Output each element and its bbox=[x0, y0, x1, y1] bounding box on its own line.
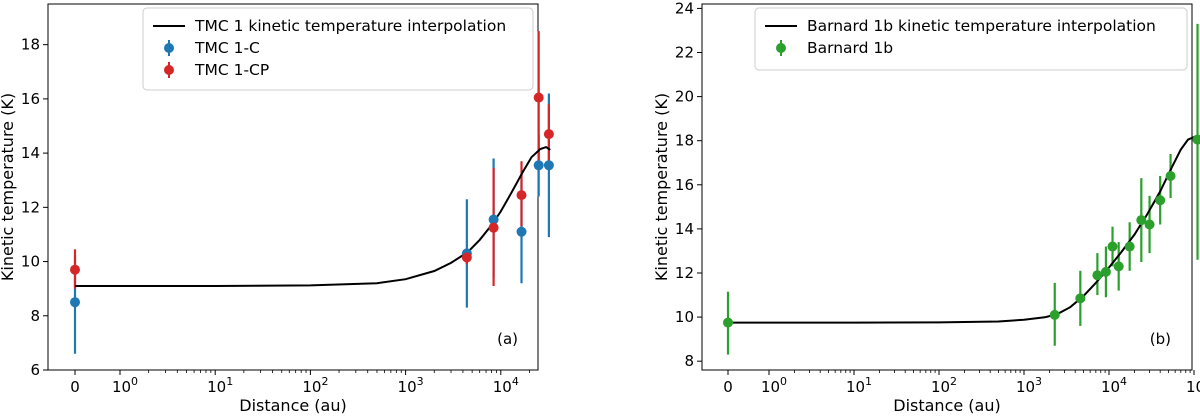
panel-b: 810121416182022240100101102103104105Dist… bbox=[652, 0, 1200, 415]
x-tick-exponent: 0 bbox=[780, 375, 787, 388]
x-tick-label: 100 bbox=[112, 375, 138, 396]
x-tick-base: 0 bbox=[723, 378, 733, 396]
y-tick-label: 24 bbox=[675, 0, 694, 17]
data-point bbox=[1100, 266, 1111, 277]
x-tick-exponent: 0 bbox=[131, 375, 138, 388]
data-point bbox=[1092, 270, 1103, 281]
x-tick-label: 105 bbox=[1186, 375, 1200, 396]
x-tick-label: 102 bbox=[302, 375, 328, 396]
x-tick-exponent: 3 bbox=[417, 375, 424, 388]
data-point bbox=[1192, 134, 1200, 145]
legend-marker bbox=[776, 43, 786, 53]
legend-series-label: Barnard 1b bbox=[807, 39, 893, 57]
data-point bbox=[543, 160, 554, 171]
y-tick-label: 12 bbox=[675, 264, 694, 282]
legend-marker bbox=[164, 65, 174, 75]
legend-series-label: TMC 1-CP bbox=[194, 61, 269, 79]
data-point bbox=[488, 222, 499, 233]
data-point bbox=[461, 252, 472, 263]
legend-curve-label: TMC 1 kinetic temperature interpolation bbox=[194, 17, 506, 35]
x-tick-exponent: 2 bbox=[950, 375, 957, 388]
x-tick-label: 101 bbox=[207, 375, 233, 396]
x-tick-base: 10 bbox=[1101, 378, 1120, 396]
x-tick-base: 10 bbox=[1016, 378, 1035, 396]
x-tick-exponent: 2 bbox=[321, 375, 328, 388]
y-tick-label: 16 bbox=[675, 176, 694, 194]
x-tick-base: 10 bbox=[931, 378, 950, 396]
x-tick-exponent: 3 bbox=[1035, 375, 1042, 388]
x-tick-exponent: 1 bbox=[865, 375, 872, 388]
data-point bbox=[543, 129, 554, 140]
x-tick-base: 10 bbox=[1186, 378, 1200, 396]
interpolation-curve bbox=[728, 135, 1197, 324]
y-axis-label: Kinetic temperature (K) bbox=[652, 93, 671, 281]
legend-marker bbox=[164, 43, 174, 53]
x-tick-base: 10 bbox=[846, 378, 865, 396]
panel-label: (a) bbox=[497, 330, 518, 348]
y-tick-label: 22 bbox=[675, 44, 694, 62]
x-tick-label: 103 bbox=[398, 375, 424, 396]
x-axis-label: Distance (au) bbox=[893, 396, 1000, 415]
x-tick-label: 0 bbox=[723, 378, 733, 396]
x-tick-label: 101 bbox=[846, 375, 872, 396]
x-tick-base: 10 bbox=[112, 378, 131, 396]
data-point bbox=[488, 214, 499, 225]
y-tick-label: 20 bbox=[675, 88, 694, 106]
x-tick-base: 10 bbox=[493, 378, 512, 396]
data-point bbox=[70, 264, 80, 275]
x-tick-base: 10 bbox=[207, 378, 226, 396]
panel-label: (b) bbox=[1150, 330, 1171, 348]
y-tick-label: 16 bbox=[21, 90, 40, 108]
data-point bbox=[1144, 219, 1155, 230]
y-tick-label: 10 bbox=[675, 308, 694, 326]
x-tick-exponent: 4 bbox=[512, 375, 519, 388]
data-point bbox=[1165, 170, 1176, 181]
y-tick-label: 12 bbox=[21, 198, 40, 216]
x-tick-label: 103 bbox=[1016, 375, 1042, 396]
x-tick-exponent: 1 bbox=[226, 375, 233, 388]
x-tick-base: 10 bbox=[302, 378, 321, 396]
legend-box bbox=[754, 7, 1188, 71]
x-tick-base: 10 bbox=[398, 378, 417, 396]
data-point bbox=[1136, 215, 1147, 226]
x-tick-base: 0 bbox=[70, 378, 80, 396]
legend-curve-label: Barnard 1b kinetic temperature interpola… bbox=[807, 17, 1156, 35]
y-tick-label: 18 bbox=[21, 36, 40, 54]
data-point bbox=[516, 226, 527, 237]
y-tick-label: 8 bbox=[30, 307, 40, 325]
data-point bbox=[516, 190, 527, 201]
x-tick-label: 100 bbox=[761, 375, 787, 396]
data-point bbox=[1107, 241, 1118, 252]
data-point bbox=[1155, 195, 1166, 206]
legend-box bbox=[142, 7, 534, 91]
data-point bbox=[1113, 261, 1124, 272]
x-axis-label: Distance (au) bbox=[239, 396, 346, 415]
y-tick-label: 6 bbox=[30, 361, 40, 379]
data-point bbox=[533, 160, 544, 171]
data-point bbox=[70, 297, 80, 308]
y-tick-label: 8 bbox=[684, 352, 694, 370]
y-tick-label: 10 bbox=[21, 253, 40, 271]
plot-frame bbox=[701, 3, 1193, 371]
y-tick-label: 18 bbox=[675, 132, 694, 150]
data-point bbox=[1075, 293, 1086, 304]
data-point bbox=[723, 317, 733, 328]
x-tick-label: 102 bbox=[931, 375, 957, 396]
y-tick-label: 14 bbox=[21, 144, 40, 162]
interpolation-curve bbox=[75, 145, 551, 287]
data-point bbox=[1124, 241, 1135, 252]
legend-series-label: TMC 1-C bbox=[194, 39, 260, 57]
data-point bbox=[533, 92, 544, 103]
x-tick-label: 104 bbox=[1101, 375, 1127, 396]
y-tick-label: 14 bbox=[675, 220, 694, 238]
x-tick-exponent: 4 bbox=[1120, 375, 1127, 388]
x-tick-label: 0 bbox=[70, 378, 80, 396]
data-point bbox=[1049, 309, 1060, 320]
x-tick-label: 104 bbox=[493, 375, 519, 396]
y-axis-label: Kinetic temperature (K) bbox=[0, 93, 17, 281]
x-tick-base: 10 bbox=[761, 378, 780, 396]
